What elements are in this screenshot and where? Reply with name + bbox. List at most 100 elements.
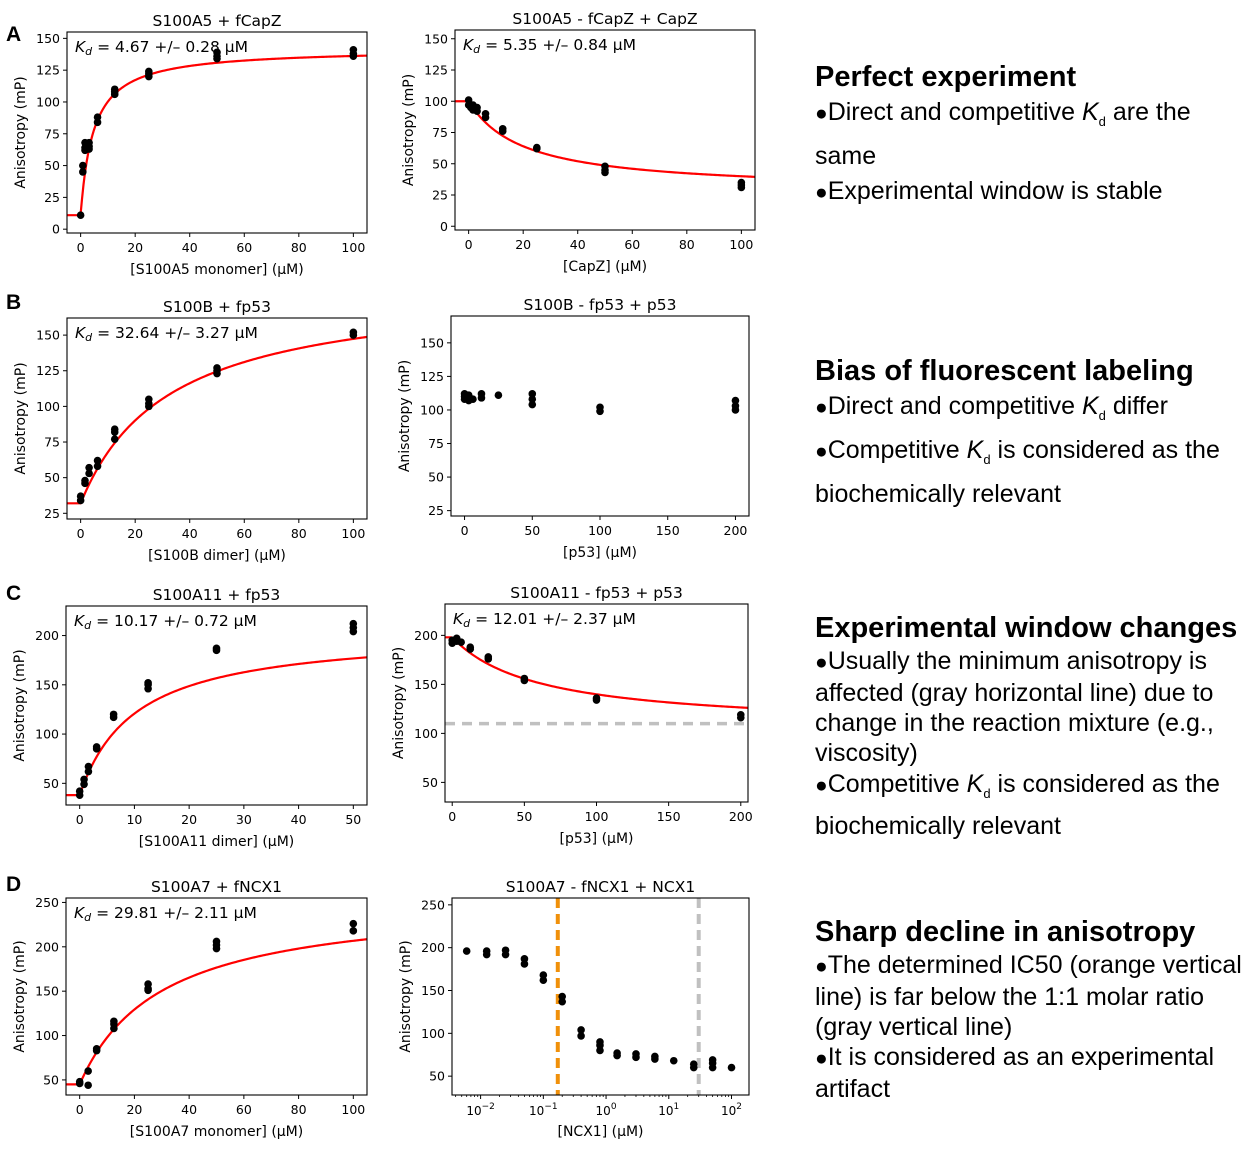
x-tick-label: 0 xyxy=(465,237,473,252)
x-tick-label: 50 xyxy=(524,523,540,538)
data-point xyxy=(145,67,153,76)
y-tick-label: 100 xyxy=(35,727,59,742)
x-tick-label: 100 xyxy=(585,809,609,824)
data-point xyxy=(76,211,85,219)
fit-curve xyxy=(66,656,367,797)
fit-curve xyxy=(67,335,367,505)
y-tick-label: 25 xyxy=(428,503,444,518)
data-point xyxy=(596,403,604,412)
axes-frame xyxy=(65,605,368,806)
x-tick-label: 20 xyxy=(515,237,531,252)
axes-frame xyxy=(444,603,749,803)
y-tick-label: 125 xyxy=(424,63,448,78)
chart-1: S100A5 + fCapZ 0 20 40 60 80 100 0 25 50 75 100 125 1… xyxy=(13,12,368,278)
note-perfect-experiment: Perfect experiment ●Direct and competiti… xyxy=(815,59,1255,210)
x-axis-label: [NCX1] (μM) xyxy=(557,1124,643,1140)
y-tick-label: 125 xyxy=(36,363,60,378)
data-point xyxy=(213,364,221,372)
note-text: is considered as the biochemically relev… xyxy=(815,436,1220,508)
data-point xyxy=(349,328,358,337)
data-point xyxy=(85,138,93,147)
chart-title: S100B + fp53 xyxy=(163,298,271,316)
x-tick-label: 200 xyxy=(729,809,753,824)
y-tick-label: 100 xyxy=(424,94,448,109)
x-tick-label: 100 xyxy=(341,526,365,541)
chart-5: S100A11 + fp53 0 10 20 30 40 50 50 100 150 200 [S10… xyxy=(12,586,368,850)
y-axis-label: Anisotropy (mP) xyxy=(397,360,413,472)
x-tick-label: 60 xyxy=(236,1102,252,1117)
data-point xyxy=(92,743,101,751)
data-point xyxy=(85,463,93,472)
y-tick-label: 25 xyxy=(44,506,60,521)
chart-4: S100B - fp53 + p53 0 50 100 150 200 25 50 75 100 1… xyxy=(397,296,750,561)
y-tick-label: 150 xyxy=(35,984,59,999)
x-tick-label: 100 xyxy=(729,237,753,252)
data-point xyxy=(494,391,503,399)
x-tick-label: 40 xyxy=(291,812,307,827)
x-tick-label: 102 xyxy=(721,1102,742,1118)
note-line: ●It is considered as an experimental art… xyxy=(815,1042,1255,1105)
bullet-icon: ● xyxy=(815,1047,828,1070)
data-point xyxy=(689,1060,698,1068)
data-point xyxy=(457,638,465,647)
y-tick-label: 50 xyxy=(422,775,438,790)
kd-symbol: Kd xyxy=(1081,98,1106,129)
y-tick-label: 150 xyxy=(414,677,438,692)
data-point xyxy=(110,1017,118,1026)
panel-letter-d: D xyxy=(6,873,22,896)
bullet-icon: ● xyxy=(815,396,828,419)
note-line: ●Direct and competitive Kd are the same xyxy=(815,95,1255,174)
x-tick-label: 80 xyxy=(291,240,307,255)
data-point xyxy=(577,1026,585,1034)
data-point xyxy=(481,109,490,118)
chart-8: S100A7 - fNCX1 + NCX1 10−2 10−1 100 101 102 50… xyxy=(398,878,750,1140)
data-point xyxy=(484,653,493,661)
x-tick-label: 20 xyxy=(127,240,143,255)
x-tick-label: 200 xyxy=(724,523,748,538)
y-tick-label: 150 xyxy=(420,335,444,350)
note-title: Perfect experiment xyxy=(815,61,1077,93)
bullet-icon: ● xyxy=(815,181,828,204)
data-point xyxy=(596,1038,604,1046)
data-point xyxy=(212,644,221,653)
y-tick-label: 50 xyxy=(428,470,444,485)
note-text: differ xyxy=(1105,392,1168,420)
axes-frame xyxy=(451,897,750,1096)
kd-annotation: Kd = 29.81 +/– 2.11 μM xyxy=(74,904,257,924)
note-text: It is considered as an experimental arti… xyxy=(815,1043,1215,1103)
data-point xyxy=(75,787,84,796)
data-point xyxy=(75,1077,84,1086)
data-point xyxy=(708,1056,717,1064)
y-tick-label: 75 xyxy=(428,436,444,451)
chart-title: S100B - fp53 + p53 xyxy=(524,296,677,314)
note-text: The determined IC50 (orange vertical lin… xyxy=(815,951,1242,1041)
y-tick-label: 100 xyxy=(36,399,60,414)
y-tick-label: 50 xyxy=(44,470,60,485)
kd-symbol: Kd xyxy=(966,436,991,467)
x-tick-label: 0 xyxy=(77,526,85,541)
data-point xyxy=(81,476,89,485)
chart-2: S100A5 - fCapZ + CapZ 0 20 40 60 80 100 0 25 50 75… xyxy=(401,10,756,275)
y-tick-label: 75 xyxy=(432,125,448,140)
data-point xyxy=(110,425,119,433)
y-tick-label: 50 xyxy=(43,1072,59,1087)
x-tick-label: 150 xyxy=(657,809,681,824)
data-point xyxy=(79,168,87,176)
x-axis-label: [S100A11 dimer] (μM) xyxy=(139,834,295,850)
y-tick-label: 125 xyxy=(420,369,444,384)
note-text: Direct and competitive xyxy=(827,98,1082,126)
x-tick-label: 0 xyxy=(76,812,84,827)
data-point xyxy=(669,1056,678,1065)
x-tick-label: 60 xyxy=(236,240,252,255)
chart-title: S100A11 - fp53 + p53 xyxy=(510,584,683,602)
bullet-icon: ● xyxy=(815,102,828,125)
x-tick-label: 50 xyxy=(516,809,532,824)
x-tick-label: 50 xyxy=(345,812,361,827)
data-point xyxy=(533,143,541,152)
y-tick-label: 125 xyxy=(36,63,60,78)
note-sharp-decline: Sharp decline in anisotropy ●The determi… xyxy=(815,914,1255,1105)
y-tick-label: 75 xyxy=(44,435,60,450)
kd-annotation: Kd = 12.01 +/– 2.37 μM xyxy=(453,610,636,630)
bullet-icon: ● xyxy=(815,774,828,797)
x-axis-label: [p53] (μM) xyxy=(560,831,634,847)
